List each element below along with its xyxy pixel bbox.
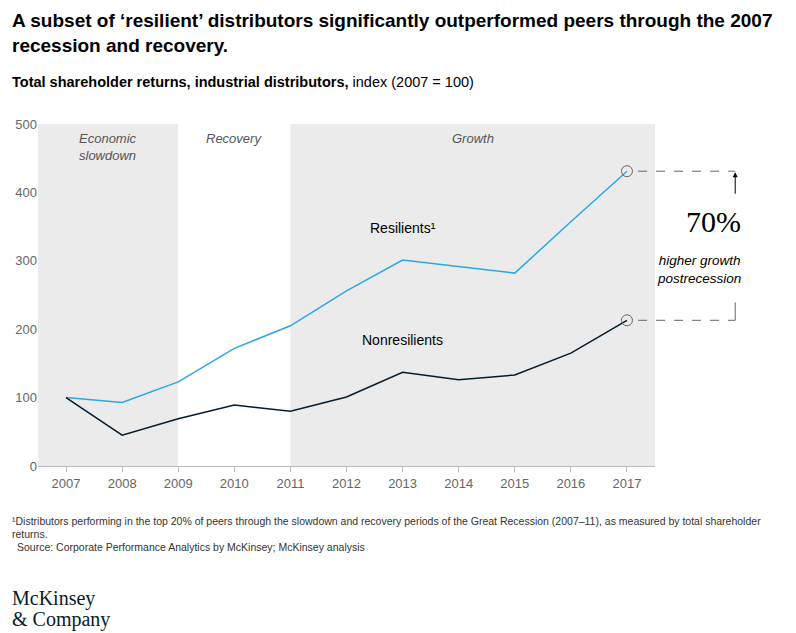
- svg-text:2013: 2013: [388, 476, 417, 491]
- svg-text:70%: 70%: [686, 205, 741, 238]
- html-text:& Company: & Company: [12, 608, 111, 630]
- svg-text:Growth: Growth: [452, 131, 494, 146]
- svg-text:2015: 2015: [500, 476, 529, 491]
- html-text:¹Distributors performing in th: ¹Distributors performing in the top 20% …: [12, 515, 761, 540]
- html-text:A subset of ‘resilient’ distri: A subset of ‘resilient’ distributors sig…: [12, 10, 773, 56]
- svg-text:2008: 2008: [108, 476, 137, 491]
- svg-text:2017: 2017: [612, 476, 641, 491]
- svg-text:2012: 2012: [332, 476, 361, 491]
- html-text:McKinsey: McKinsey: [12, 587, 96, 609]
- svg-text:Recovery: Recovery: [206, 131, 262, 146]
- svg-text:0: 0: [30, 459, 37, 474]
- svg-text:2016: 2016: [556, 476, 585, 491]
- svg-text:Resilients¹: Resilients¹: [370, 220, 436, 236]
- svg-text:2011: 2011: [276, 476, 304, 491]
- svg-text:500: 500: [15, 117, 37, 132]
- svg-text:100: 100: [15, 390, 37, 405]
- svg-text:higher growthpostrecession: higher growthpostrecession: [657, 253, 741, 286]
- svg-text:2007: 2007: [52, 476, 81, 491]
- svg-text:2009: 2009: [164, 476, 193, 491]
- svg-text:200: 200: [15, 322, 37, 337]
- html-text:Source: Corporate Performance: Source: Corporate Performance Analytics …: [17, 541, 365, 553]
- svg-text:300: 300: [15, 253, 37, 268]
- svg-text:2010: 2010: [220, 476, 249, 491]
- svg-text:2014: 2014: [444, 476, 473, 491]
- html-text:Total shareholder returns, ind: Total shareholder returns, industrial di…: [12, 74, 474, 90]
- svg-text:400: 400: [15, 185, 37, 200]
- svg-text:Nonresilients: Nonresilients: [362, 332, 443, 348]
- svg-text:Economicslowdown: Economicslowdown: [79, 131, 137, 163]
